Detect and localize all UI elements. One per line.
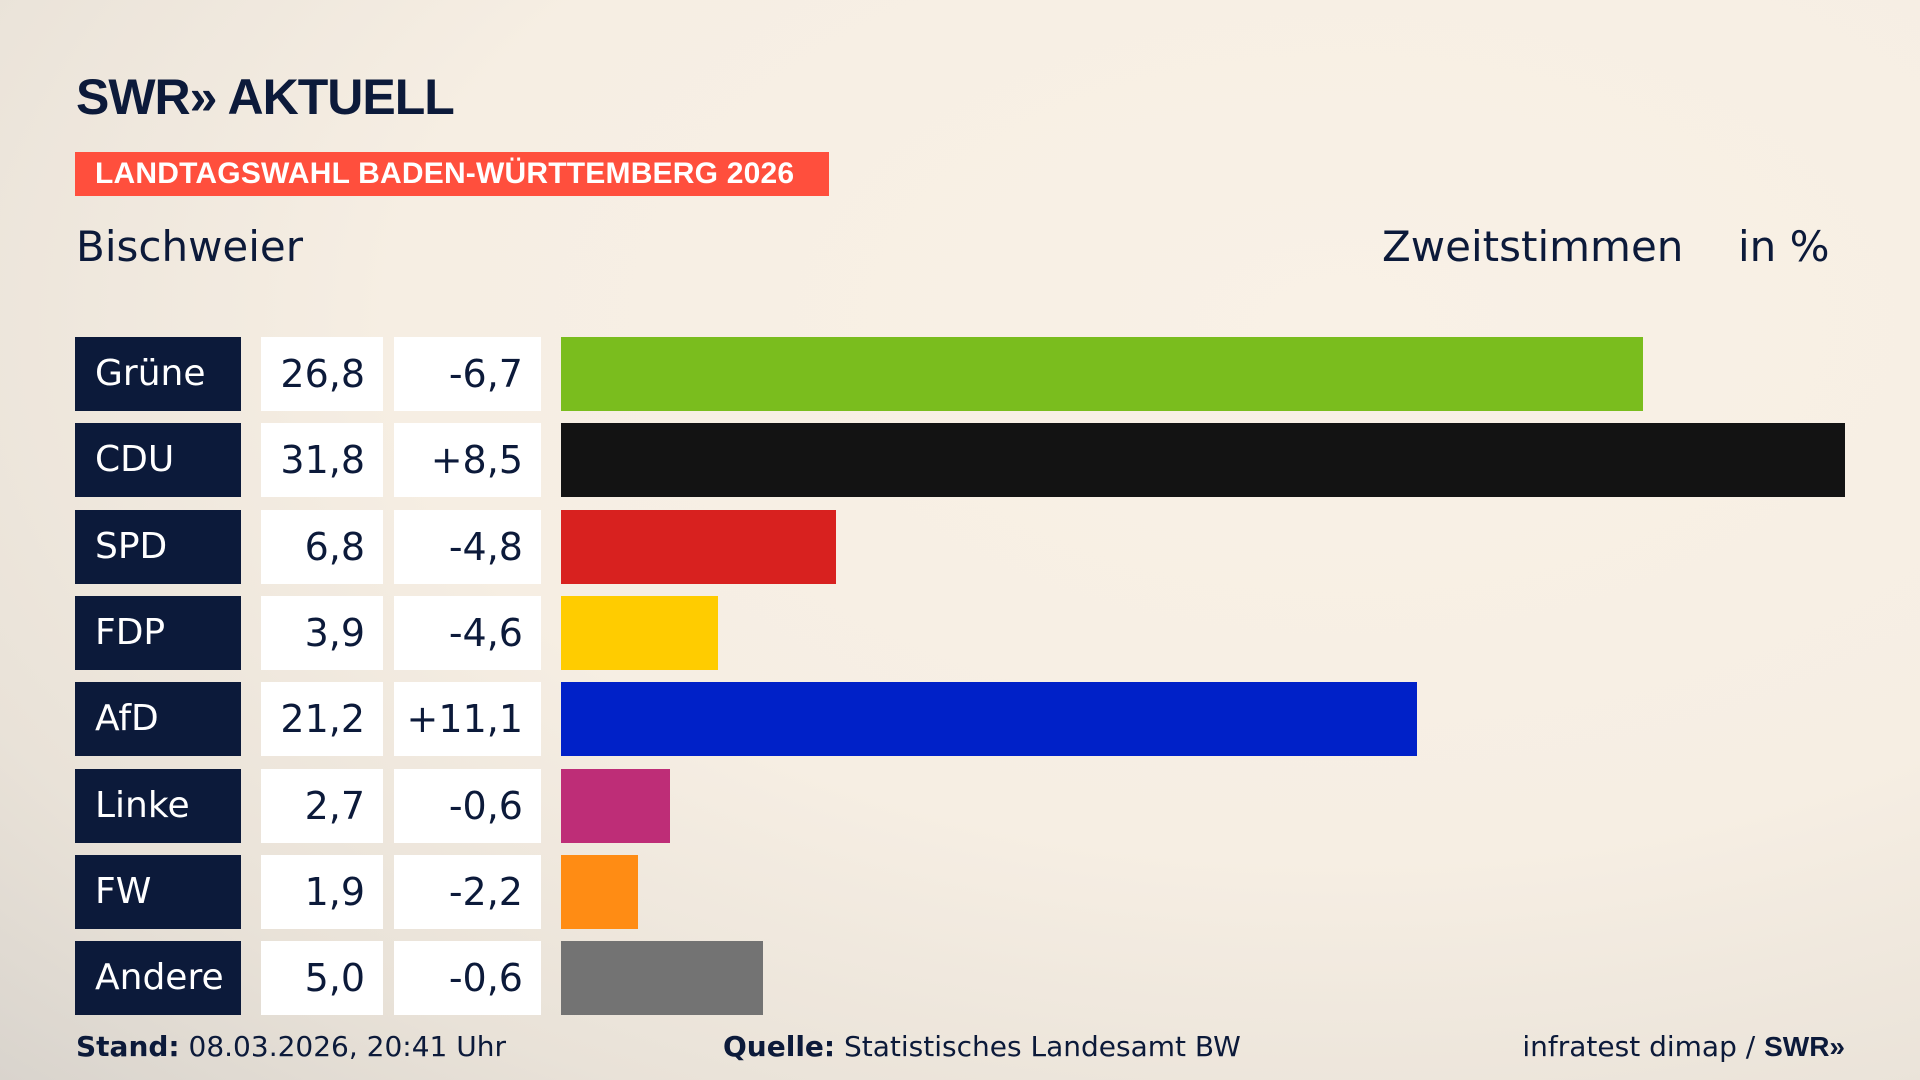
bar [561, 337, 1644, 411]
swr-aktuell-logo: SWR» AKTUELL [76, 69, 455, 125]
value-label: 26,8 [261, 337, 383, 411]
bar [561, 768, 671, 843]
source: Quelle: Statistisches Landesamt BW [723, 1030, 1241, 1063]
party-label: FW [75, 854, 241, 929]
source-label: Quelle: [723, 1030, 836, 1063]
bar [561, 854, 638, 929]
diff-label: -4,6 [394, 595, 541, 670]
bar [561, 509, 836, 584]
diff-label: -2,2 [394, 854, 541, 929]
diff-label: -0,6 [394, 768, 541, 843]
value-label: 31,8 [261, 423, 383, 498]
party-label: SPD [75, 509, 241, 584]
bar [561, 682, 1417, 757]
bar [561, 595, 719, 670]
bar [561, 423, 1845, 498]
diff-label: +11,1 [394, 682, 541, 757]
swr-logo: SWR» [1764, 1031, 1845, 1062]
value-label: 21,2 [261, 682, 383, 757]
party-label: FDP [75, 595, 241, 670]
diff-label: -4,8 [394, 509, 541, 584]
diff-label: -6,7 [394, 337, 541, 411]
party-label: CDU [75, 423, 241, 498]
value-label: 5,0 [261, 941, 383, 1016]
diff-label: -0,6 [394, 941, 541, 1016]
party-label: AfD [75, 682, 241, 757]
stand-label: Stand: [76, 1030, 180, 1063]
metric-label: Zweitstimmen [1382, 222, 1684, 271]
unit-label: in % [1738, 222, 1830, 271]
credit-text: infratest dimap / [1522, 1030, 1765, 1063]
party-label: Linke [75, 768, 241, 843]
value-label: 2,7 [261, 768, 383, 843]
region-title: Bischweier [76, 222, 304, 271]
source-value: Statistisches Landesamt BW [844, 1030, 1241, 1063]
credit: infratest dimap / SWR» [1522, 1030, 1845, 1063]
stand: Stand: 08.03.2026, 20:41 Uhr [76, 1030, 506, 1063]
value-label: 3,9 [261, 595, 383, 670]
party-label: Grüne [75, 337, 241, 411]
election-banner: LANDTAGSWAHL BADEN-WÜRTTEMBERG 2026 [75, 152, 829, 196]
value-label: 6,8 [261, 509, 383, 584]
stand-value: 08.03.2026, 20:41 Uhr [188, 1030, 506, 1063]
diff-label: +8,5 [394, 423, 541, 498]
party-label: Andere [75, 941, 241, 1016]
value-label: 1,9 [261, 854, 383, 929]
bar [561, 941, 763, 1016]
